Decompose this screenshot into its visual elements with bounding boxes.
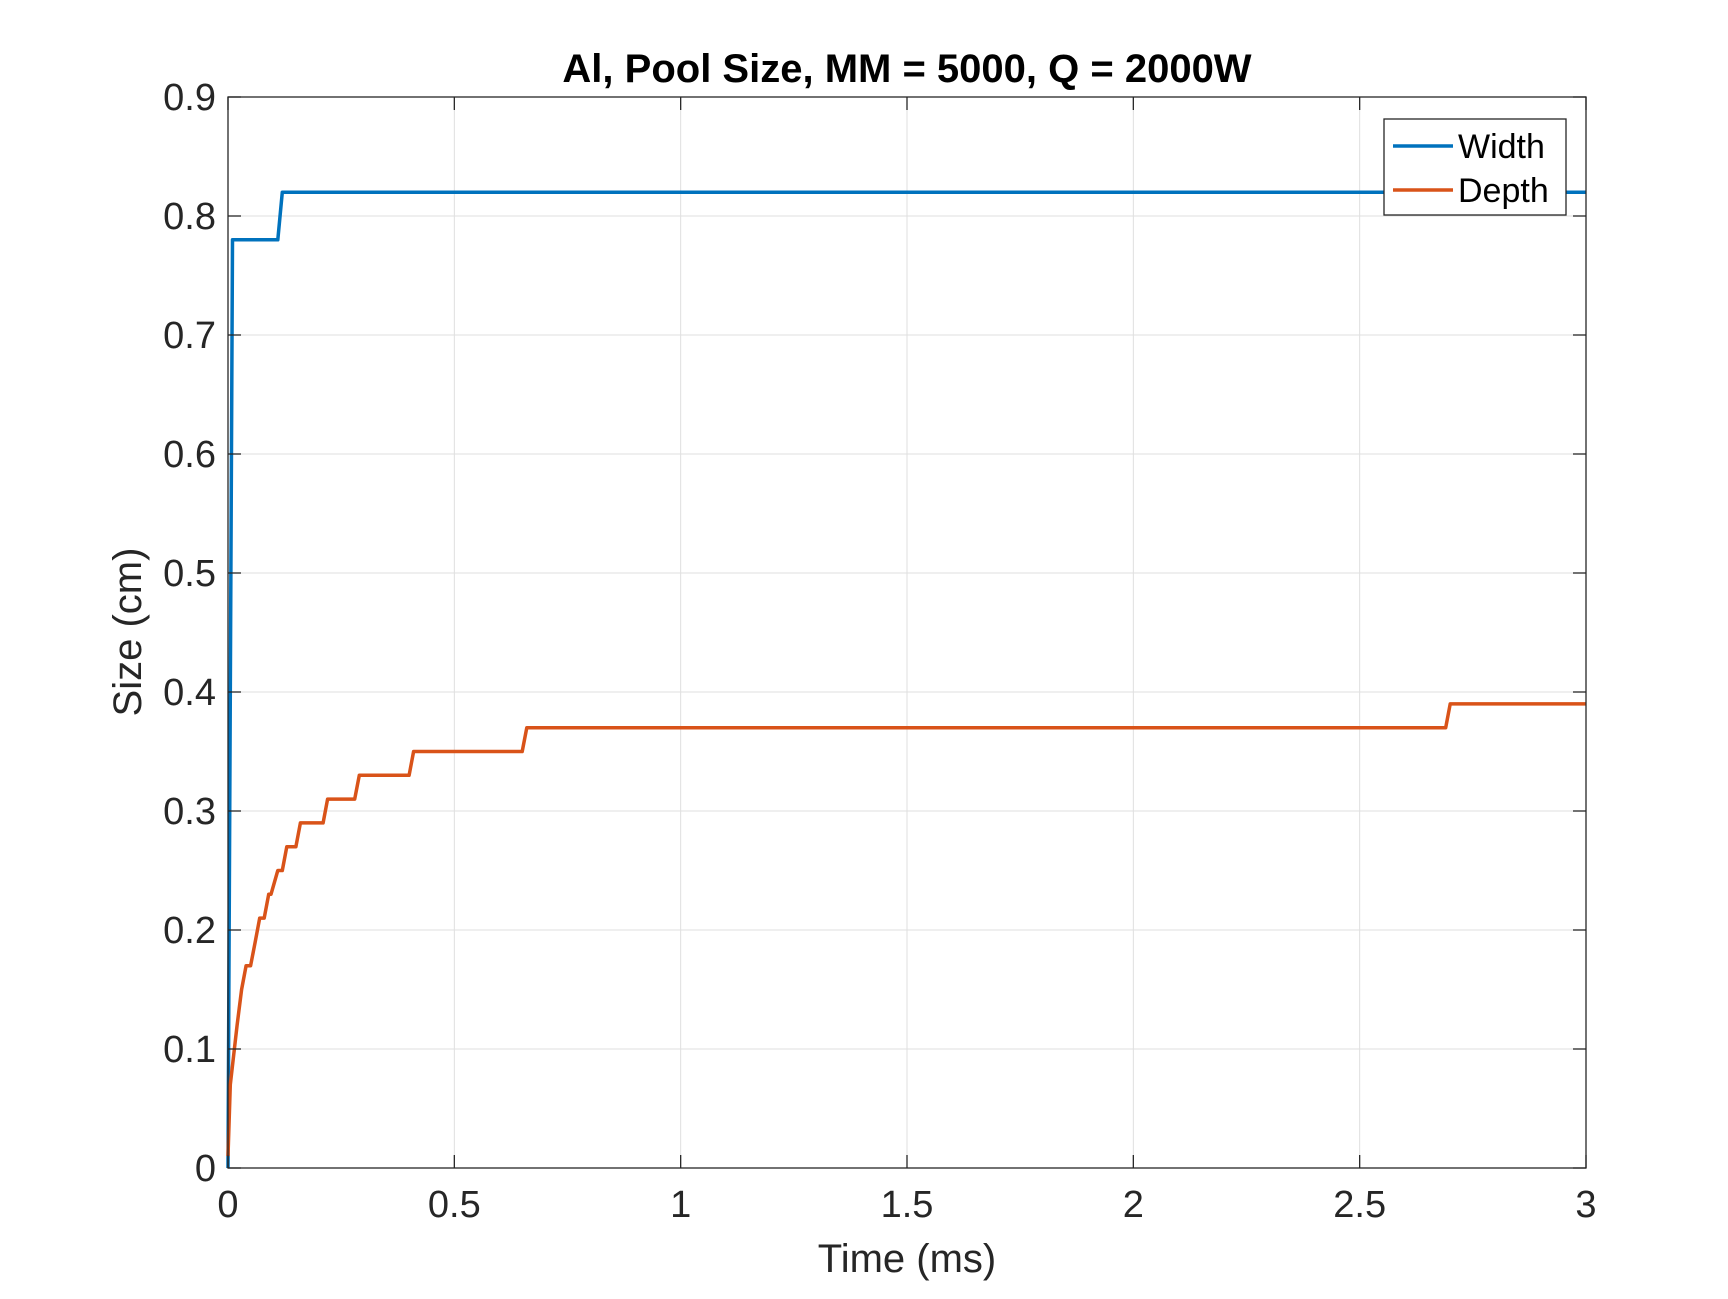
y-tick-label: 0.7: [163, 315, 216, 357]
x-tick-label: 2.5: [1333, 1184, 1386, 1226]
y-tick-label: 0.8: [163, 196, 216, 238]
y-tick-label: 0.6: [163, 434, 216, 476]
y-tick-label: 0.4: [163, 672, 216, 714]
y-tick-label: 0.1: [163, 1029, 216, 1071]
ticks: 0 0.5 1 1.5 2 2.5 3 0 0.1 0.2 0.3 0.4 0.5 0.6 0.7 0.8 0.…: [163, 77, 1596, 1226]
legend-box: [1383, 118, 1567, 216]
series-line-width: [226, 190, 1586, 1169]
y-axis-label: Size (cm): [106, 548, 150, 717]
y-tick-label: 0.9: [163, 77, 216, 119]
legend-label-width: Width: [1458, 128, 1545, 166]
y-tick-label: 0.5: [163, 553, 216, 595]
x-tick-label: 2: [1123, 1184, 1144, 1226]
x-tick-label: 3: [1575, 1184, 1596, 1226]
chart-title: Al, Pool Size, MM = 5000, Q = 2000W: [562, 47, 1251, 91]
legend: Width Depth: [1383, 118, 1567, 216]
x-tick-label: 1: [670, 1184, 691, 1226]
y-tick-label: 0: [195, 1148, 216, 1190]
x-tick-label: 0.5: [428, 1184, 481, 1226]
y-tick-label: 0.2: [163, 910, 216, 952]
x-axis-label: Time (ms): [818, 1237, 996, 1281]
series-line-depth: [226, 702, 1586, 1157]
x-tick-label: 0: [217, 1184, 238, 1226]
series-layer: [226, 190, 1586, 1169]
legend-label-depth: Depth: [1458, 172, 1549, 210]
x-tick-label: 1.5: [881, 1184, 934, 1226]
y-tick-label: 0.3: [163, 791, 216, 833]
